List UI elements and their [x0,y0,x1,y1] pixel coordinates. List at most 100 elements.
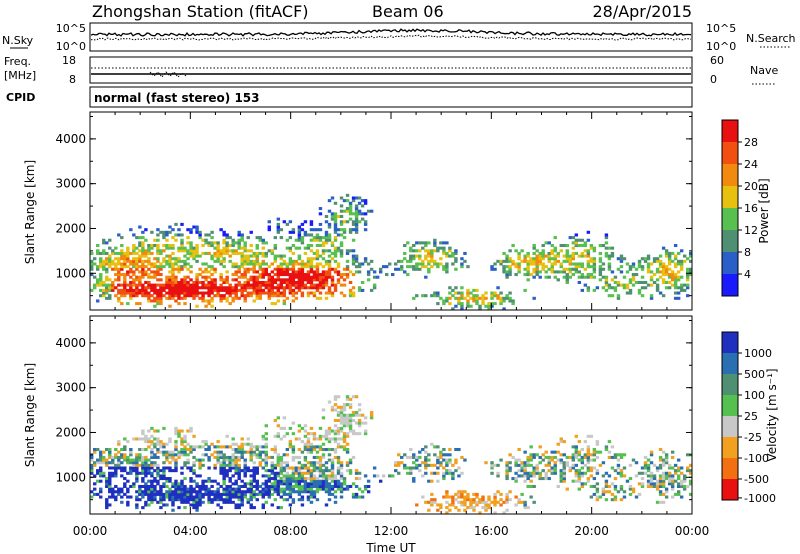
power-cell [252,299,256,303]
velocity-cell [318,448,323,452]
power-cell [577,262,582,266]
velocity-cell [264,482,268,486]
power-cell [252,278,256,282]
power-cell [246,278,250,282]
velocity-cell [312,477,317,481]
power-cell [324,233,329,237]
velocity-cell [312,434,317,438]
velocity-cell [276,471,281,475]
velocity-cell [117,450,121,454]
velocity-cell [123,482,127,486]
velocity-cell [105,463,109,467]
power-cell [210,267,214,271]
power-cell [213,267,217,271]
velocity-cell [300,495,305,499]
power-cell [117,270,121,274]
power-cell [309,262,314,266]
power-cell [418,257,422,261]
freq-label-2: [MHz] [4,69,36,82]
power-cell [460,291,464,295]
power-cell [421,246,425,250]
power-cell [156,302,160,306]
velocity-cell [493,500,497,504]
velocity-cell [168,461,172,465]
velocity-cell [378,479,383,483]
velocity-cell [249,482,253,486]
velocity-cell [336,458,341,462]
velocity-cell [318,469,323,473]
velocity-cell [231,492,235,496]
velocity-cell [99,495,103,499]
velocity-cell [424,461,428,465]
power-cell [553,257,557,261]
velocity-cell [646,469,651,473]
velocity-cell [225,490,229,494]
velocity-cell [568,466,572,470]
velocity-cell [424,455,428,459]
velocity-cell [544,471,548,475]
velocity-cell [159,500,163,504]
power-cell [132,249,136,253]
power-cell [589,257,594,261]
power-cell [294,238,299,242]
power-cell [544,265,548,269]
velocity-cell [577,469,582,473]
velocity-cell [306,450,311,454]
velocity-cell [228,484,232,488]
velocity-cell [162,442,166,446]
velocity-cell [240,453,244,457]
velocity-cell [351,482,356,486]
power-cell [297,225,302,229]
power-cell [129,294,133,298]
power-cell [129,296,133,300]
velocity-cell [306,466,311,470]
power-cell [409,249,413,253]
velocity-cell [192,487,196,491]
power-cell [460,262,464,266]
power-cell [120,283,124,287]
velocity-cell [186,490,190,494]
velocity-cell [198,445,202,449]
velocity-cell [330,405,335,409]
velocity-cell [243,461,247,465]
freq-left-tick-bottom: 8 [69,73,76,86]
velocity-cell [285,463,290,467]
power-cell [279,228,284,232]
power-cell [646,270,651,274]
power-cell [327,249,332,253]
velocity-cell [150,426,154,430]
power-cell [117,288,121,292]
power-cell [108,286,112,290]
velocity-cell [135,479,139,483]
velocity-cell [357,432,362,436]
velocity-cell [90,471,94,475]
power-cell [180,267,184,271]
power-cell [165,275,169,279]
power-cell [141,249,145,253]
velocity-cell [258,445,262,449]
power-cell [454,259,458,263]
velocity-cell [291,474,296,478]
velocity-cell [249,458,253,462]
power-cell [427,249,431,253]
velocity-cell [114,463,118,467]
velocity-cell [472,500,476,504]
power-cell [661,273,666,277]
power-cell [183,286,187,290]
power-cell [478,304,482,308]
power-cell [99,257,103,261]
velocity-cell [282,426,287,430]
power-cell [201,262,205,266]
velocity-cell [601,492,606,496]
velocity-cell [345,413,350,417]
power-cell [547,251,551,255]
velocity-cell [207,487,211,491]
velocity-cell [475,492,479,496]
power-cell [168,294,172,298]
velocity-cell [451,503,455,507]
velocity-cell [189,448,193,452]
velocity-cell [120,466,124,470]
power-cell [132,294,136,298]
velocity-cell [418,463,422,467]
power-cell [198,267,202,271]
